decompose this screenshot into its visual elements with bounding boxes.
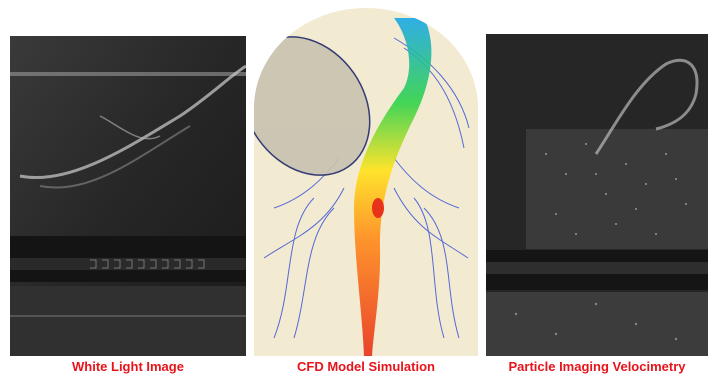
caption-piv: Particle Imaging Velocimetry (508, 359, 686, 374)
piv-image (486, 34, 708, 356)
caption-white-light: White Light Image (72, 359, 184, 374)
white-light-photo (10, 36, 246, 356)
cfd-flow-field (254, 8, 478, 356)
piv-photo (486, 34, 708, 356)
caption-cfd: CFD Model Simulation (297, 359, 435, 374)
cfd-simulation-image (254, 8, 478, 356)
white-light-image (10, 36, 246, 356)
